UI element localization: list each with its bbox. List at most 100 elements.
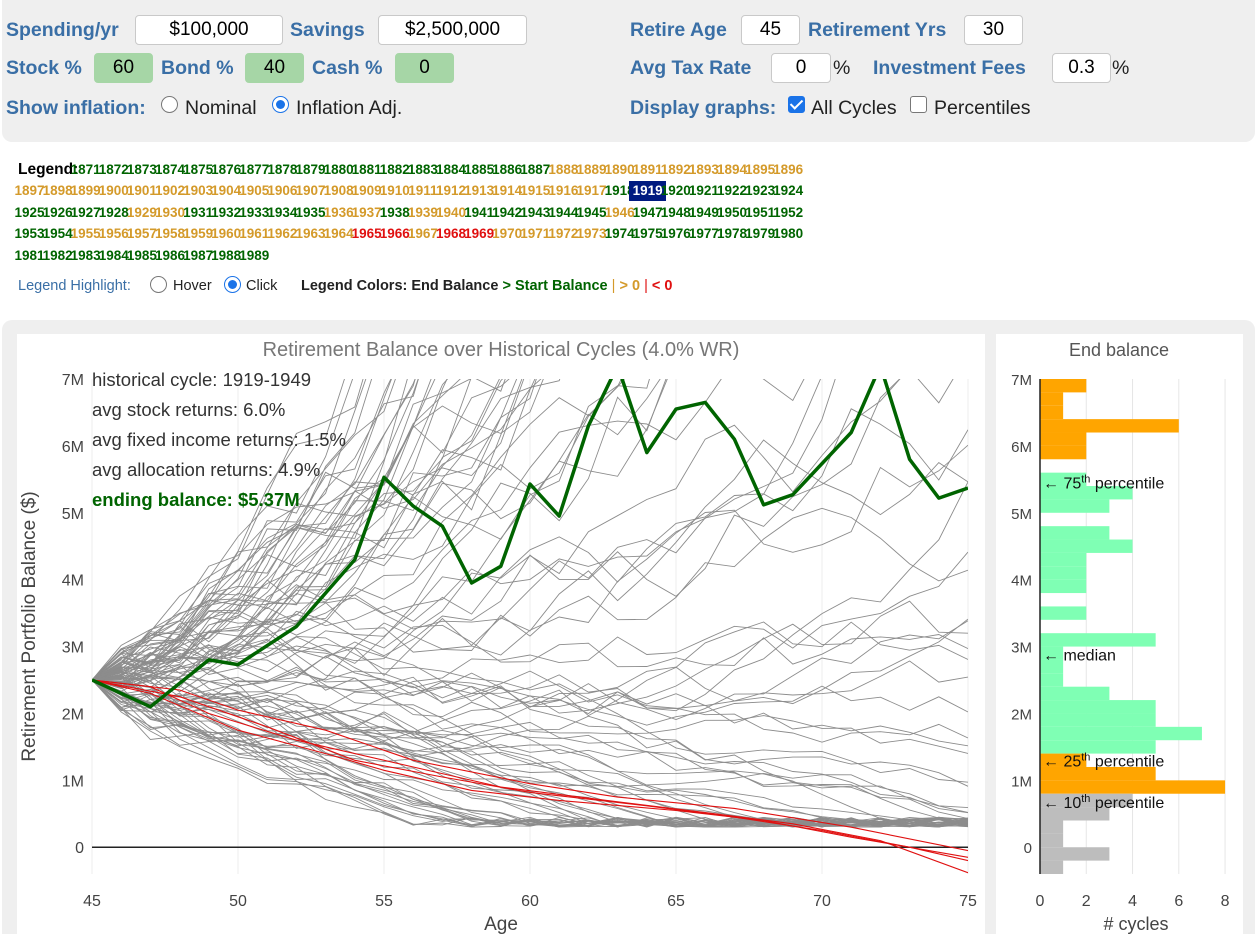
legend-year-1975[interactable]: 1975 [632,226,663,242]
cash-input[interactable]: 0 [395,53,454,83]
legend-year-1922[interactable]: 1922 [716,183,748,199]
legend-year-1969[interactable]: 1969 [464,226,495,242]
legend-year-1932[interactable]: 1932 [211,204,242,220]
legend-year-1910[interactable]: 1910 [379,183,410,199]
legend-year-1988[interactable]: 1988 [211,247,242,263]
legend-year-1904[interactable]: 1904 [211,183,242,199]
legend-year-1880[interactable]: 1880 [323,162,354,177]
legend-year-1891[interactable]: 1891 [632,162,663,177]
legend-year-1924[interactable]: 1924 [773,183,804,199]
legend-year-1884[interactable]: 1884 [435,162,467,177]
legend-year-1935[interactable]: 1935 [295,204,326,220]
legend-year-1963[interactable]: 1963 [295,226,326,242]
legend-year-1882[interactable]: 1882 [379,162,410,177]
legend-year-1921[interactable]: 1921 [688,183,719,199]
legend-year-1874[interactable]: 1874 [154,162,186,177]
legend-year-1933[interactable]: 1933 [239,204,270,220]
legend-year-1901[interactable]: 1901 [126,183,157,199]
retirement-yrs-input[interactable]: 30 [964,15,1023,45]
legend-year-1951[interactable]: 1951 [745,204,776,220]
legend-year-1970[interactable]: 1970 [492,226,523,242]
legend-year-1976[interactable]: 1976 [660,226,691,242]
legend-year-1949[interactable]: 1949 [688,204,719,220]
legend-year-1890[interactable]: 1890 [604,162,635,177]
stock-input[interactable]: 60 [94,53,153,83]
legend-year-1936[interactable]: 1936 [323,204,354,220]
legend-year-1927[interactable]: 1927 [70,204,101,220]
bond-input[interactable]: 40 [245,53,304,83]
legend-year-1900[interactable]: 1900 [98,183,129,199]
legend-year-1877[interactable]: 1877 [239,162,270,177]
legend-year-1937[interactable]: 1937 [351,204,382,220]
legend-year-1954[interactable]: 1954 [42,226,73,242]
legend-year-1919[interactable]: 1919 [629,181,667,202]
legend-year-1894[interactable]: 1894 [716,162,748,177]
legend-year-1883[interactable]: 1883 [407,162,438,177]
legend-year-1881[interactable]: 1881 [351,162,382,177]
legend-year-1888[interactable]: 1888 [548,162,579,177]
all-cycles-checkbox[interactable] [788,96,805,113]
legend-year-1956[interactable]: 1956 [98,226,129,242]
legend-year-1959[interactable]: 1959 [183,226,214,242]
highlighted-cycle-line[interactable] [92,366,968,709]
legend-year-1909[interactable]: 1909 [351,183,382,199]
legend-year-1898[interactable]: 1898 [42,183,73,199]
legend-year-1893[interactable]: 1893 [688,162,719,177]
legend-year-1953[interactable]: 1953 [14,226,45,242]
legend-year-1896[interactable]: 1896 [773,162,804,177]
legend-year-1902[interactable]: 1902 [154,183,186,199]
legend-year-1886[interactable]: 1886 [492,162,523,177]
legend-year-1985[interactable]: 1985 [126,247,157,263]
legend-year-1983[interactable]: 1983 [70,247,101,263]
legend-year-1973[interactable]: 1973 [576,226,607,242]
percentiles-checkbox[interactable] [910,96,927,113]
legend-year-1929[interactable]: 1929 [126,204,157,220]
legend-year-1986[interactable]: 1986 [154,247,186,263]
legend-year-1916[interactable]: 1916 [548,183,579,199]
legend-year-1892[interactable]: 1892 [660,162,691,177]
legend-year-1899[interactable]: 1899 [70,183,101,199]
legend-year-1930[interactable]: 1930 [154,204,186,220]
legend-year-1977[interactable]: 1977 [688,226,719,242]
legend-year-1878[interactable]: 1878 [267,162,298,177]
legend-year-1960[interactable]: 1960 [211,226,242,242]
legend-year-1934[interactable]: 1934 [267,204,298,220]
legend-year-1928[interactable]: 1928 [98,204,129,220]
legend-year-1974[interactable]: 1974 [604,226,635,242]
legend-year-1895[interactable]: 1895 [745,162,776,177]
legend-year-1879[interactable]: 1879 [295,162,326,177]
legend-year-1889[interactable]: 1889 [576,162,607,177]
legend-year-1914[interactable]: 1914 [492,183,523,199]
legend-year-1946[interactable]: 1946 [604,204,635,220]
legend-year-1981[interactable]: 1981 [14,247,45,263]
legend-year-1962[interactable]: 1962 [267,226,298,242]
legend-year-1872[interactable]: 1872 [98,162,129,177]
legend-year-1923[interactable]: 1923 [745,183,776,199]
inflation-adj-radio[interactable] [272,96,289,113]
legend-year-1968[interactable]: 1968 [435,226,467,242]
legend-year-1913[interactable]: 1913 [464,183,495,199]
legend-year-1920[interactable]: 1920 [660,183,691,199]
legend-year-1945[interactable]: 1945 [576,204,607,220]
legend-year-1903[interactable]: 1903 [183,183,214,199]
legend-year-1875[interactable]: 1875 [183,162,214,177]
legend-year-1925[interactable]: 1925 [14,204,45,220]
legend-year-1897[interactable]: 1897 [14,183,45,199]
legend-year-1926[interactable]: 1926 [42,204,73,220]
click-radio[interactable] [224,276,241,293]
nominal-radio[interactable] [161,96,178,113]
retire-age-input[interactable]: 45 [741,15,800,45]
legend-year-1955[interactable]: 1955 [70,226,101,242]
legend-year-1939[interactable]: 1939 [407,204,438,220]
legend-year-1908[interactable]: 1908 [323,183,354,199]
legend-year-1917[interactable]: 1917 [576,183,607,199]
legend-year-1989[interactable]: 1989 [239,247,270,263]
legend-year-1982[interactable]: 1982 [42,247,73,263]
legend-year-1905[interactable]: 1905 [239,183,270,199]
legend-year-1915[interactable]: 1915 [520,183,551,199]
legend-year-1938[interactable]: 1938 [379,204,410,220]
legend-year-1887[interactable]: 1887 [520,162,551,177]
legend-year-1952[interactable]: 1952 [773,204,804,220]
legend-year-1979[interactable]: 1979 [745,226,776,242]
legend-year-1965[interactable]: 1965 [351,226,382,242]
